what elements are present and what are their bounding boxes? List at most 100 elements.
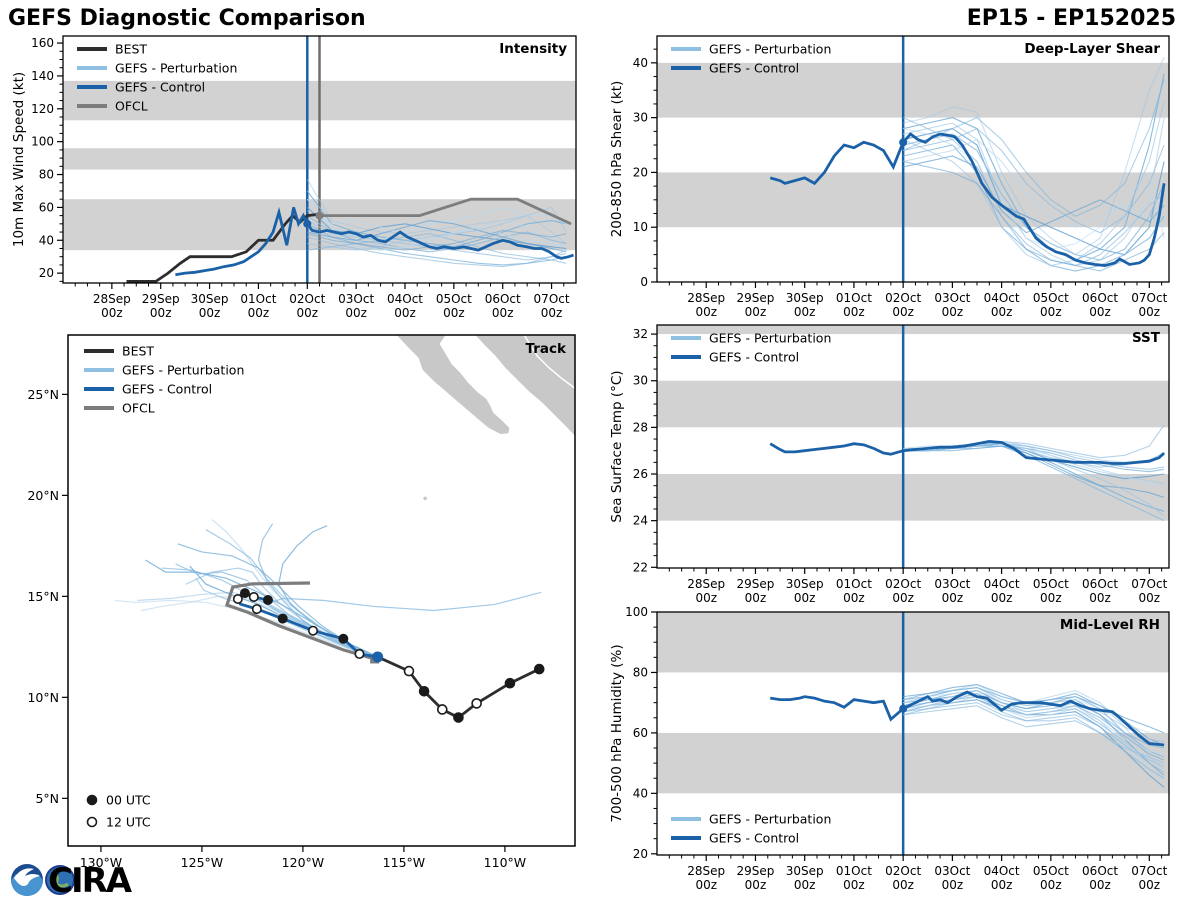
svg-text:60: 60 (39, 200, 54, 214)
gefs-perturbation-member (903, 705, 1165, 779)
best-track-point-open (436, 704, 448, 715)
category-band (657, 172, 1169, 228)
svg-text:04Oct: 04Oct (984, 577, 1020, 591)
shear-panel: 28Sep00z29Sep00z30Sep00z01Oct00z02Oct00z… (609, 35, 1170, 319)
svg-text:0: 0 (640, 275, 648, 289)
svg-text:02Oct: 02Oct (885, 291, 921, 305)
best-track-point-open (471, 698, 482, 709)
island (423, 496, 427, 501)
svg-text:10°N: 10°N (27, 690, 59, 705)
svg-text:29Sep: 29Sep (737, 577, 775, 591)
svg-text:01Oct: 01Oct (240, 292, 276, 306)
svg-text:140: 140 (31, 69, 54, 83)
gefs-control-series (175, 206, 575, 277)
category-band (657, 732, 1169, 794)
shear-plot-area (657, 36, 1169, 282)
svg-text:00z: 00z (1040, 591, 1062, 605)
svg-text:GEFS - Control: GEFS - Control (709, 831, 799, 846)
gefs-perturbation-member (307, 210, 567, 241)
svg-text:40: 40 (633, 786, 648, 800)
best-track (377, 655, 540, 720)
svg-text:00z: 00z (843, 878, 865, 892)
svg-text:05Oct: 05Oct (436, 292, 472, 306)
svg-text:25°N: 25°N (27, 387, 59, 402)
gefs-perturbation-member (903, 155, 1165, 234)
svg-text:29Sep: 29Sep (737, 864, 775, 878)
svg-text:29Sep: 29Sep (737, 291, 775, 305)
rh-plot-area (657, 612, 1169, 855)
gefs-perturbation-member (903, 144, 1165, 272)
state-border (561, 377, 575, 389)
svg-text:32: 32 (633, 327, 648, 341)
gefs-perturbation-member (306, 215, 567, 253)
svg-text:30: 30 (633, 374, 648, 388)
svg-text:00z: 00z (695, 305, 717, 319)
analysis-marker (899, 138, 908, 147)
svg-text:00z: 00z (101, 306, 123, 320)
intensity-plot-area (63, 36, 576, 283)
svg-text:01Oct: 01Oct (836, 577, 872, 591)
svg-text:00z: 00z (843, 591, 865, 605)
svg-text:BEST: BEST (122, 344, 154, 359)
svg-text:GEFS - Perturbation: GEFS - Perturbation (709, 812, 831, 827)
svg-text:60: 60 (633, 726, 648, 740)
intensity-corner-label: Intensity (499, 41, 567, 57)
svg-text:GEFS - Perturbation: GEFS - Perturbation (709, 42, 831, 57)
svg-text:00z: 00z (345, 306, 367, 320)
svg-text:00z: 00z (1040, 305, 1062, 319)
cira-logo: CIRA (45, 861, 135, 900)
svg-text:00z: 00z (199, 306, 221, 320)
control-track-point-open (232, 593, 243, 604)
svg-text:02Oct: 02Oct (289, 292, 325, 306)
svg-text:100: 100 (625, 605, 648, 619)
svg-text:28Sep: 28Sep (687, 577, 725, 591)
category-band (657, 474, 1169, 521)
svg-text:00z: 00z (248, 306, 270, 320)
svg-text:20: 20 (39, 266, 54, 280)
svg-text:04Oct: 04Oct (984, 864, 1020, 878)
svg-text:00z: 00z (1089, 878, 1111, 892)
rh-y-axis-label: 700-500 hPa Humidity (%) (609, 644, 625, 822)
rh-legend: GEFS - Perturbation GEFS - Control (671, 812, 831, 846)
svg-text:20°N: 20°N (27, 488, 59, 503)
svg-text:120: 120 (31, 102, 54, 116)
generated-plot-content: 28Sep00z29Sep00z30Sep00z01Oct00z02Oct00z… (11, 35, 1170, 892)
cira-logo-text: CIRA (48, 861, 133, 900)
svg-text:110°W: 110°W (484, 855, 526, 870)
gefs-perturbation-member (903, 117, 1165, 267)
svg-text:03Oct: 03Oct (338, 292, 374, 306)
svg-text:05Oct: 05Oct (1033, 864, 1069, 878)
svg-text:80: 80 (39, 168, 54, 182)
best-track-point-filled (418, 685, 430, 697)
intensity-legend: BEST GEFS - Perturbation GEFS - Control OFC… (77, 42, 237, 114)
svg-text:06Oct: 06Oct (1082, 291, 1118, 305)
svg-text:01Oct: 01Oct (836, 864, 872, 878)
svg-text:OFCL: OFCL (122, 401, 155, 416)
gefs-perturbation-member (903, 445, 1165, 522)
svg-text:40: 40 (39, 233, 54, 247)
svg-text:12 UTC: 12 UTC (106, 815, 151, 830)
svg-text:00z: 00z (991, 878, 1013, 892)
svg-text:15°N: 15°N (27, 589, 59, 604)
svg-text:BEST: BEST (115, 42, 147, 57)
svg-text:20: 20 (633, 165, 648, 179)
svg-text:03Oct: 03Oct (934, 291, 970, 305)
svg-text:00z: 00z (794, 591, 816, 605)
svg-text:125°W: 125°W (181, 855, 223, 870)
svg-text:120°W: 120°W (282, 855, 324, 870)
shear-y-axis-label: 200-850 hPa Shear (kt) (609, 81, 625, 238)
gefs-perturbation-member (307, 236, 567, 268)
gefs-control-series (769, 132, 1166, 267)
svg-text:GEFS - Control: GEFS - Control (122, 382, 212, 397)
track-plot-area (115, 335, 575, 723)
best-track-point-filled (453, 712, 464, 723)
svg-text:28: 28 (633, 420, 648, 434)
svg-text:00z: 00z (1139, 305, 1161, 319)
gefs-perturbation-member (903, 686, 1165, 734)
gefs-perturbation-member (903, 702, 1165, 764)
shear-corner-label: Deep-Layer Shear (1024, 41, 1160, 57)
svg-text:20: 20 (633, 847, 648, 861)
track-axes: 130°W 125°W 120°W 115°W 110°W 5°N 10°N 15°N 20°N… (27, 387, 526, 870)
control-track-point-open (248, 591, 259, 602)
svg-text:06Oct: 06Oct (1082, 864, 1118, 878)
